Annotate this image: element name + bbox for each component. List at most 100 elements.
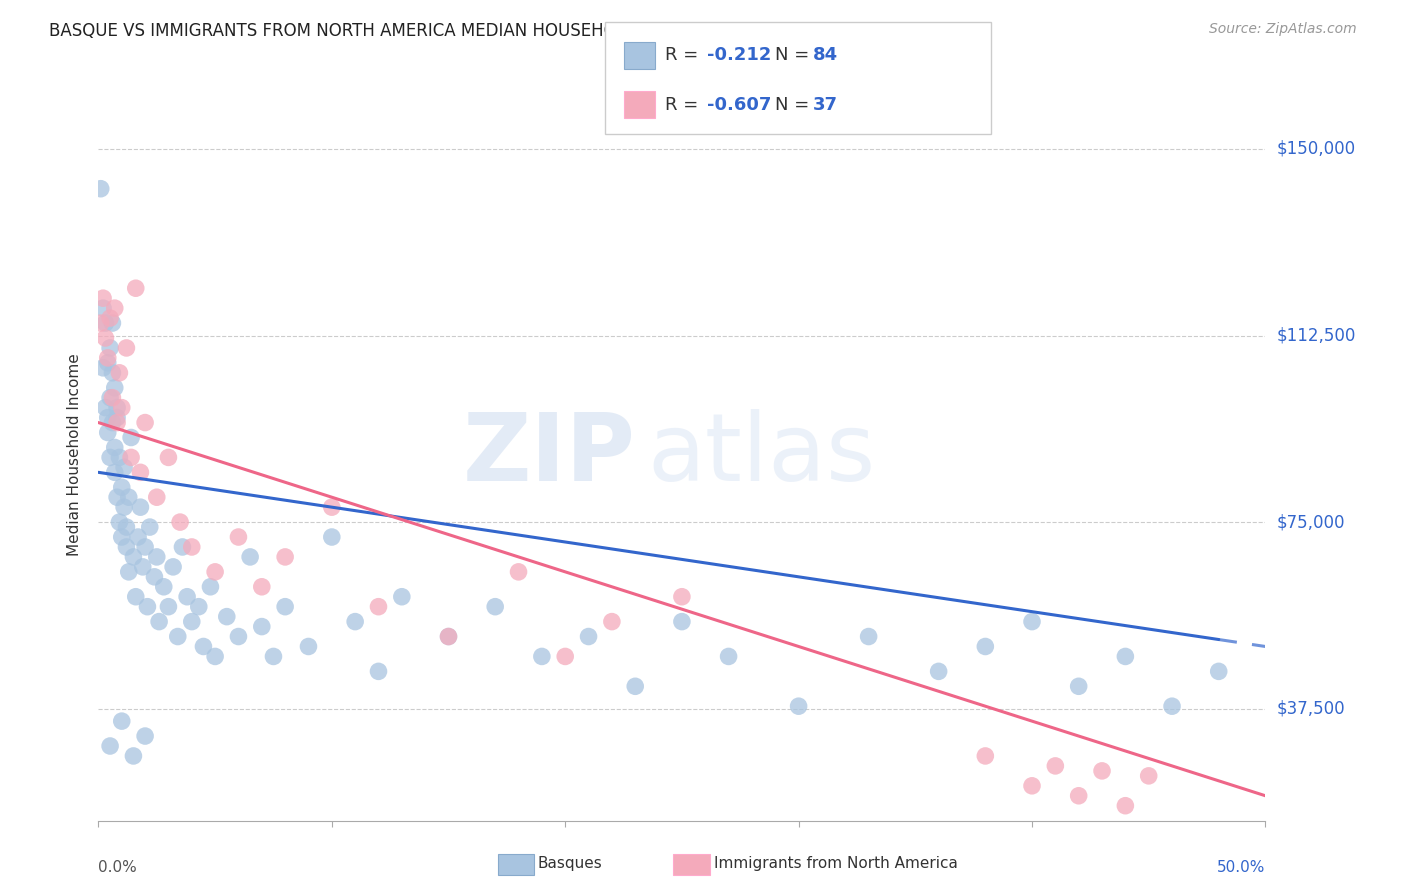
Point bbox=[162, 560, 184, 574]
Point bbox=[297, 640, 319, 654]
Point bbox=[94, 401, 117, 415]
Point bbox=[97, 410, 120, 425]
Text: BASQUE VS IMMIGRANTS FROM NORTH AMERICA MEDIAN HOUSEHOLD INCOME CORRELATION CHAR: BASQUE VS IMMIGRANTS FROM NORTH AMERICA … bbox=[49, 22, 896, 40]
Point bbox=[120, 450, 142, 465]
Point bbox=[1137, 769, 1160, 783]
Point bbox=[1021, 615, 1043, 629]
Point bbox=[508, 565, 530, 579]
Point bbox=[180, 615, 202, 629]
Point bbox=[193, 640, 215, 654]
Point bbox=[157, 450, 180, 465]
Point bbox=[118, 490, 141, 504]
Point bbox=[530, 649, 553, 664]
Point bbox=[134, 540, 156, 554]
Point bbox=[136, 599, 159, 614]
Point bbox=[104, 301, 127, 315]
Text: $112,500: $112,500 bbox=[1277, 326, 1355, 344]
Point bbox=[105, 410, 128, 425]
Point bbox=[367, 665, 389, 679]
Point bbox=[274, 549, 297, 564]
Point bbox=[134, 416, 156, 430]
Point bbox=[139, 520, 162, 534]
Point bbox=[129, 466, 152, 480]
Text: R =: R = bbox=[665, 95, 704, 113]
Point bbox=[717, 649, 740, 664]
Point bbox=[105, 490, 128, 504]
Point bbox=[101, 391, 124, 405]
Point bbox=[928, 665, 950, 679]
Point bbox=[228, 530, 250, 544]
Point bbox=[344, 615, 367, 629]
Point bbox=[111, 714, 134, 728]
Point bbox=[104, 381, 127, 395]
Point bbox=[91, 291, 114, 305]
Point bbox=[122, 549, 145, 564]
Point bbox=[172, 540, 194, 554]
Point bbox=[200, 580, 222, 594]
Point bbox=[112, 500, 135, 515]
Point bbox=[1067, 789, 1090, 803]
Point bbox=[101, 366, 124, 380]
Text: 84: 84 bbox=[813, 46, 838, 64]
Point bbox=[90, 182, 112, 196]
Point bbox=[98, 311, 121, 326]
Point bbox=[108, 515, 131, 529]
Point bbox=[1114, 649, 1136, 664]
Point bbox=[132, 560, 155, 574]
Point bbox=[146, 549, 169, 564]
Text: N =: N = bbox=[775, 46, 814, 64]
Point bbox=[120, 430, 142, 444]
Point bbox=[250, 580, 273, 594]
Point bbox=[97, 425, 120, 440]
Point bbox=[600, 615, 623, 629]
Point bbox=[104, 441, 127, 455]
Point bbox=[101, 416, 124, 430]
Point bbox=[1067, 679, 1090, 693]
Point bbox=[146, 490, 169, 504]
Point bbox=[187, 599, 209, 614]
Point bbox=[98, 391, 121, 405]
Point bbox=[1161, 699, 1184, 714]
Point bbox=[215, 609, 238, 624]
Text: R =: R = bbox=[665, 46, 704, 64]
Point bbox=[578, 630, 600, 644]
Point bbox=[104, 466, 127, 480]
Text: $75,000: $75,000 bbox=[1277, 513, 1346, 531]
Point bbox=[671, 615, 693, 629]
Point bbox=[94, 316, 117, 330]
Point bbox=[367, 599, 389, 614]
Text: Source: ZipAtlas.com: Source: ZipAtlas.com bbox=[1209, 22, 1357, 37]
Point bbox=[787, 699, 810, 714]
Point bbox=[97, 356, 120, 370]
Text: ZIP: ZIP bbox=[463, 409, 636, 501]
Point bbox=[122, 748, 145, 763]
Point bbox=[127, 530, 149, 544]
Text: Basques: Basques bbox=[537, 856, 602, 871]
Point bbox=[91, 360, 114, 375]
Point bbox=[152, 580, 174, 594]
Point bbox=[166, 630, 188, 644]
Point bbox=[157, 599, 180, 614]
Point bbox=[671, 590, 693, 604]
Text: 37: 37 bbox=[813, 95, 838, 113]
Point bbox=[94, 331, 117, 345]
Point bbox=[111, 401, 134, 415]
Point bbox=[391, 590, 413, 604]
Point bbox=[125, 590, 148, 604]
Point bbox=[1114, 798, 1136, 813]
Point bbox=[97, 351, 120, 365]
Point bbox=[176, 590, 198, 604]
Point bbox=[112, 460, 135, 475]
Point bbox=[90, 316, 112, 330]
Point bbox=[169, 515, 191, 529]
Point bbox=[148, 615, 170, 629]
Point bbox=[554, 649, 576, 664]
Point bbox=[1208, 665, 1230, 679]
Point bbox=[101, 316, 124, 330]
Point bbox=[262, 649, 284, 664]
Point bbox=[274, 599, 297, 614]
Point bbox=[437, 630, 460, 644]
Point bbox=[105, 401, 128, 415]
Point bbox=[91, 301, 114, 315]
Point bbox=[321, 500, 343, 515]
